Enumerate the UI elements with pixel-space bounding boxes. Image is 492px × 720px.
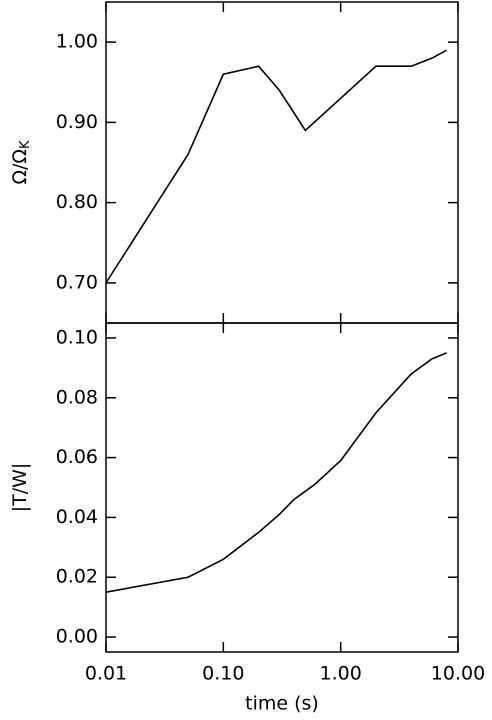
y-tick-label: 0.00 xyxy=(56,626,98,648)
plot-frame xyxy=(105,1,459,324)
y-axis-label-main: |T/W| xyxy=(9,463,31,513)
y-axis-label-main: Ω/Ω xyxy=(9,149,31,184)
x-axis-label: time (s) xyxy=(245,693,319,715)
y-tick-label: 1.00 xyxy=(56,31,98,53)
plot-frame xyxy=(105,322,459,653)
x-tick-label: 1.00 xyxy=(320,663,362,685)
y-tick-label: 0.02 xyxy=(56,566,98,588)
line-series xyxy=(105,352,447,593)
y-tick-label: 0.80 xyxy=(56,191,98,213)
y-axis-label: |T/W| xyxy=(9,463,31,513)
y-axis-label: Ω/ΩK xyxy=(9,140,33,184)
y-tick-label: 0.08 xyxy=(56,386,98,408)
x-tick-label: 0.01 xyxy=(85,663,127,685)
x-tick-label: 10.00 xyxy=(431,663,485,685)
y-tick-label: 0.70 xyxy=(56,271,98,293)
y-tick-label: 0.10 xyxy=(56,326,98,348)
y-tick-label: 0.04 xyxy=(56,506,98,528)
y-tick-label: 0.90 xyxy=(56,111,98,133)
line-series xyxy=(105,49,448,284)
y-axis-label-sub: K xyxy=(18,140,33,149)
x-tick-label: 0.10 xyxy=(202,663,244,685)
y-tick-label: 0.06 xyxy=(56,446,98,468)
